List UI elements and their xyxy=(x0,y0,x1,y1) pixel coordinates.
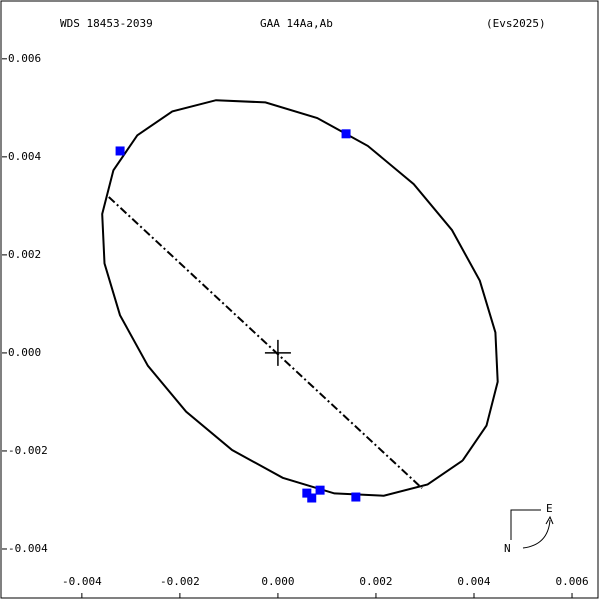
x-tick-label: 0.006 xyxy=(555,575,588,588)
observation xyxy=(302,488,312,498)
y-tick-label: 0.006 xyxy=(8,52,41,65)
node-line xyxy=(108,196,423,489)
x-tick-label: -0.004 xyxy=(62,575,102,588)
compass-axes xyxy=(510,509,541,540)
x-tick-label: -0.002 xyxy=(160,575,200,588)
observation xyxy=(315,485,325,495)
x-tick-label: 0.004 xyxy=(457,575,490,588)
compass-north: N xyxy=(504,542,511,555)
y-tick-label: 0.004 xyxy=(8,150,41,163)
y-tick-label: -0.004 xyxy=(8,542,48,555)
y-tick-label: -0.002 xyxy=(8,444,48,457)
orbit xyxy=(101,99,499,497)
compass-east: E xyxy=(546,502,553,515)
x-tick-label: 0.000 xyxy=(261,575,294,588)
origin-cross xyxy=(264,339,291,366)
chart-subtitle: GAA 14Aa,Ab xyxy=(260,17,333,30)
chart-title: WDS 18453-2039 xyxy=(60,17,153,30)
compass: E N xyxy=(504,502,554,555)
observation xyxy=(341,129,351,139)
y-tick-label: 0.002 xyxy=(8,248,41,261)
reference: (Evs2025) xyxy=(486,17,546,30)
observation xyxy=(115,146,125,156)
observation xyxy=(351,492,361,502)
compass-arrow xyxy=(522,515,554,549)
observation xyxy=(307,493,317,503)
y-tick-label: 0.000 xyxy=(8,346,41,359)
x-tick-label: 0.002 xyxy=(359,575,392,588)
